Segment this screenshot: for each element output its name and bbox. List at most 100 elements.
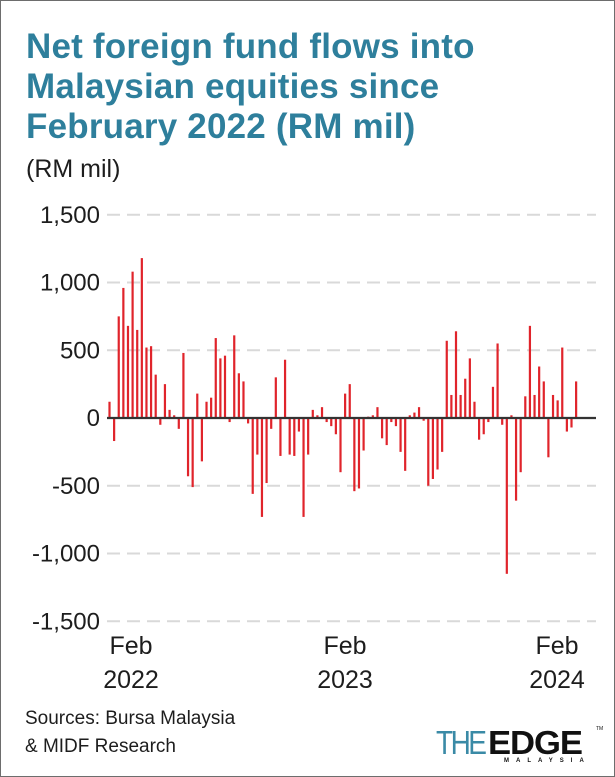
bar [196,393,199,418]
bar [274,377,277,418]
y-tick-label: 1,000 [40,270,100,297]
bar [547,418,550,458]
bar [394,418,398,427]
bar [417,407,421,418]
bar [408,415,411,418]
bar [251,418,254,494]
bar [491,386,495,418]
bar [145,347,148,418]
bar [219,358,222,418]
bar [385,418,388,446]
bar [200,418,203,462]
gridlines [107,213,596,623]
bar [173,415,176,418]
bar [501,418,504,425]
bar [538,366,541,418]
bar [191,418,194,488]
bar [210,397,213,418]
bar [524,396,527,418]
bar [126,325,130,418]
bar [311,409,314,418]
bar [159,418,162,425]
bar [348,384,351,418]
bar [510,415,513,418]
bar [237,373,240,418]
bar [533,394,536,418]
bar [371,415,374,418]
bar [307,418,310,455]
bar [413,412,416,418]
bar [223,355,227,418]
bar [163,384,167,418]
logo-edge-text: EDGE [488,724,583,761]
bar [325,418,328,423]
bar [117,316,120,418]
bar [316,415,319,418]
x-axis-ticks: Feb 2022 Feb 2023 Feb 2024 [103,632,585,694]
sources-line-2: & MIDF Research [25,736,176,757]
bar [320,407,324,418]
bar [182,352,185,418]
bar [570,418,573,428]
y-tick-label: -500 [52,473,100,500]
bar [149,346,153,418]
bar [270,418,273,429]
bar [436,418,439,470]
bar [339,418,342,473]
bar [293,418,296,456]
y-axis-ticks: 1,500 1,000 500 0 -500 -1,000 -1,500 [32,202,100,636]
x-tick-label: 2022 [103,666,159,694]
x-tick-label: 2024 [529,666,585,694]
y-axis-unit-label: (RM mil) [26,155,121,183]
bar [376,407,379,418]
bar [565,418,568,432]
bar [551,394,555,418]
bar [283,359,287,418]
bar [122,287,125,418]
bar [454,331,458,418]
bar [265,418,268,484]
x-tick-label: Feb [323,632,366,660]
bar [344,393,347,418]
bar [260,418,264,517]
bar [478,418,481,440]
bar [131,271,134,418]
bar [459,394,462,418]
bar [561,347,564,418]
bar [177,418,180,429]
bar [353,418,356,492]
bar [473,401,476,418]
sources-line-1: Sources: Bursa Malaysia [25,708,236,729]
bar [399,418,402,452]
bar [422,418,425,421]
bar [288,418,291,455]
bar [168,409,171,418]
logo-malaysia-text: MALAYSIA [504,758,591,764]
bar [334,418,337,435]
bar [487,418,490,423]
x-tick-label: Feb [535,632,578,660]
bar [242,381,245,418]
bar [136,329,139,418]
bar [357,418,361,489]
bar [542,381,545,418]
bar [228,418,231,423]
bar [279,418,282,456]
bar [482,418,485,435]
x-tick-label: Feb [109,632,152,660]
y-tick-label: 500 [60,337,100,364]
bar [431,418,434,479]
bar [528,325,532,418]
bar [233,335,236,418]
bar [256,418,259,455]
sources-note: Sources: Bursa Malaysia & MIDF Research [25,705,235,761]
bar [450,394,453,418]
bar [108,401,111,418]
bar [380,418,384,439]
bar [441,418,444,452]
y-tick-label: 0 [87,405,100,432]
bar [468,358,471,418]
bar [427,418,430,486]
bar [330,418,333,427]
